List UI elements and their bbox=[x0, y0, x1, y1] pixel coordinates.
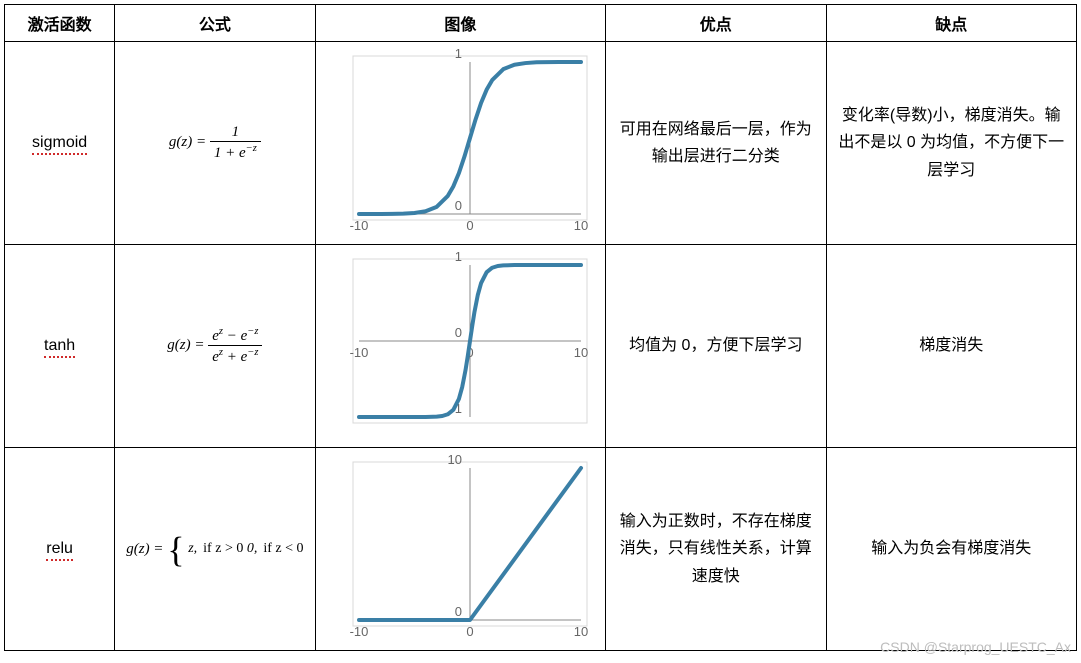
table-row-relu: relu g(z) = { z,if z > 0 0,if z < 0 -10 0… bbox=[5, 448, 1077, 651]
cell-chart-sigmoid: -10 0 10 0 1 bbox=[315, 42, 606, 245]
th-image: 图像 bbox=[315, 5, 606, 42]
formula-tanh: g(z) = ez − e−z ez + e−z bbox=[167, 337, 262, 353]
svg-text:10: 10 bbox=[574, 624, 588, 639]
cell-dis-relu: 输入为负会有梯度消失 bbox=[826, 448, 1077, 651]
cell-dis-sigmoid: 变化率(导数)小，梯度消失。输出不是以 0 为均值，不方便下一层学习 bbox=[826, 42, 1077, 245]
cell-chart-tanh: -10010-101 bbox=[315, 245, 606, 448]
pw-cond-1: if z > 0 bbox=[197, 541, 243, 556]
svg-text:0: 0 bbox=[455, 325, 462, 340]
frac-num: ez − e−z bbox=[208, 326, 262, 346]
formula-prefix: g(z) = bbox=[126, 541, 167, 557]
svg-text:0: 0 bbox=[467, 218, 474, 233]
cell-dis-tanh: 梯度消失 bbox=[826, 245, 1077, 448]
svg-text:-10: -10 bbox=[350, 345, 369, 360]
table-header-row: 激活函数 公式 图像 优点 缺点 bbox=[5, 5, 1077, 42]
cell-name-tanh: tanh bbox=[5, 245, 115, 448]
frac-den: 1 + e−z bbox=[210, 142, 261, 163]
name-text: sigmoid bbox=[32, 134, 87, 152]
svg-text:10: 10 bbox=[574, 218, 588, 233]
svg-text:1: 1 bbox=[455, 251, 462, 264]
piecewise: z,if z > 0 0,if z < 0 bbox=[188, 541, 303, 558]
cell-chart-relu: -10 0 10 0 10 bbox=[315, 448, 606, 651]
pw-cond-2: if z < 0 bbox=[257, 541, 303, 556]
formula-prefix: g(z) = bbox=[167, 337, 208, 353]
th-formula: 公式 bbox=[115, 5, 315, 42]
cell-adv-tanh: 均值为 0，方便下层学习 bbox=[606, 245, 826, 448]
formula-prefix: g(z) = bbox=[169, 134, 210, 150]
formula-sigmoid: g(z) = 1 1 + e−z bbox=[169, 134, 261, 150]
fraction: ez − e−z ez + e−z bbox=[208, 326, 262, 367]
svg-text:10: 10 bbox=[448, 454, 462, 467]
fraction: 1 1 + e−z bbox=[210, 124, 261, 163]
chart-tanh: -10010-101 bbox=[325, 251, 595, 441]
frac-num: 1 bbox=[210, 124, 261, 142]
frac-den: ez + e−z bbox=[208, 346, 262, 367]
svg-text:-10: -10 bbox=[350, 218, 369, 233]
chart-sigmoid: -10 0 10 0 1 bbox=[325, 48, 595, 238]
table-row-sigmoid: sigmoid g(z) = 1 1 + e−z -10 0 10 0 1 可用在网络最… bbox=[5, 42, 1077, 245]
cell-formula-relu: g(z) = { z,if z > 0 0,if z < 0 bbox=[115, 448, 315, 651]
th-disadvantage: 缺点 bbox=[826, 5, 1077, 42]
svg-text:1: 1 bbox=[455, 48, 462, 61]
svg-text:0: 0 bbox=[467, 624, 474, 639]
name-text: relu bbox=[46, 540, 73, 558]
th-activation: 激活函数 bbox=[5, 5, 115, 42]
activation-functions-table: 激活函数 公式 图像 优点 缺点 sigmoid g(z) = 1 1 + e−… bbox=[4, 4, 1077, 651]
svg-text:10: 10 bbox=[574, 345, 588, 360]
cell-name-sigmoid: sigmoid bbox=[5, 42, 115, 245]
cell-adv-relu: 输入为正数时，不存在梯度消失，只有线性关系，计算速度快 bbox=[606, 448, 826, 651]
name-text: tanh bbox=[44, 337, 75, 355]
cell-adv-sigmoid: 可用在网络最后一层，作为输出层进行二分类 bbox=[606, 42, 826, 245]
pw-val-2: 0, bbox=[247, 541, 258, 556]
pw-val-1: z, bbox=[188, 541, 197, 556]
formula-relu: g(z) = { z,if z > 0 0,if z < 0 bbox=[126, 541, 303, 557]
cell-formula-sigmoid: g(z) = 1 1 + e−z bbox=[115, 42, 315, 245]
cell-name-relu: relu bbox=[5, 448, 115, 651]
svg-text:0: 0 bbox=[455, 604, 462, 619]
svg-text:-10: -10 bbox=[350, 624, 369, 639]
left-brace: { bbox=[167, 530, 184, 570]
table-row-tanh: tanh g(z) = ez − e−z ez + e−z -10010-101… bbox=[5, 245, 1077, 448]
svg-text:0: 0 bbox=[455, 198, 462, 213]
th-advantage: 优点 bbox=[606, 5, 826, 42]
chart-relu: -10 0 10 0 10 bbox=[325, 454, 595, 644]
cell-formula-tanh: g(z) = ez − e−z ez + e−z bbox=[115, 245, 315, 448]
